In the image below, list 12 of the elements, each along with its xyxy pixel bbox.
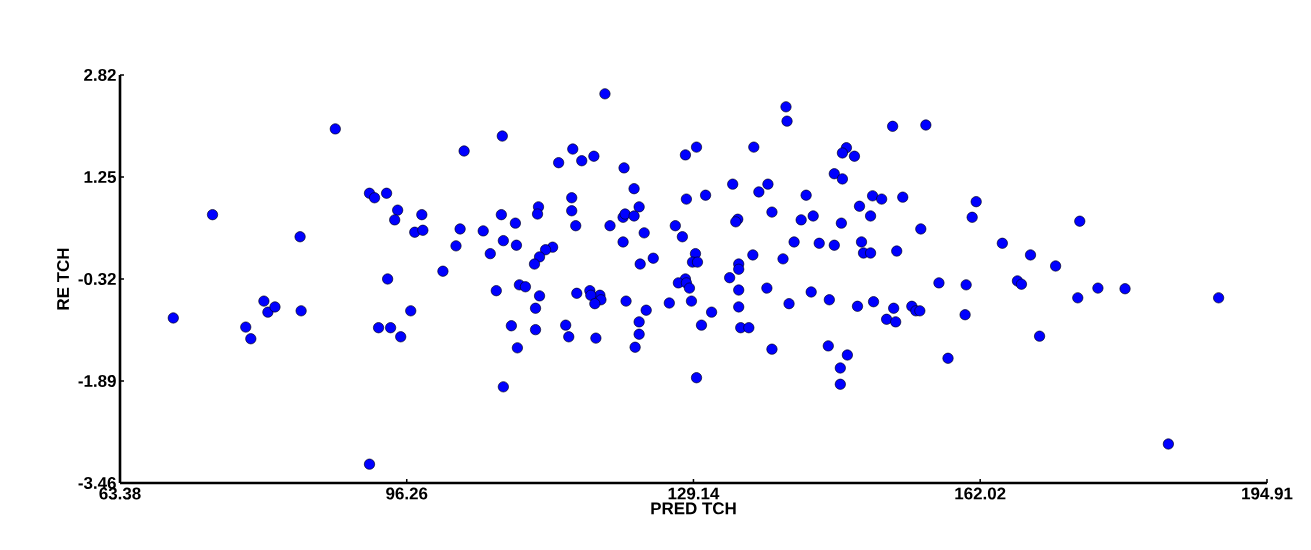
x-axis-title: PRED TCH [651, 502, 736, 515]
x-tick-label: 96.26 [386, 487, 428, 500]
y-tick-label: -0.32 [78, 272, 116, 285]
y-tick-label: -3.46 [78, 476, 116, 489]
x-tick-label: 162.02 [955, 487, 1006, 500]
y-tick-label: -1.89 [78, 375, 116, 387]
x-tick-label: 63.38 [99, 487, 141, 500]
x-tick-label: 129.14 [668, 487, 720, 500]
y-tick-label: 1.25 [84, 171, 117, 183]
y-axis-title: RE TCH [57, 248, 70, 310]
y-tick-label: 2.82 [84, 69, 116, 81]
x-tick-label: 194.91 [1242, 487, 1293, 500]
